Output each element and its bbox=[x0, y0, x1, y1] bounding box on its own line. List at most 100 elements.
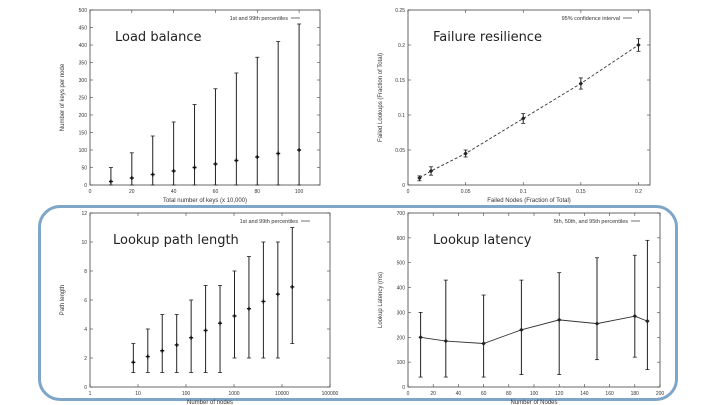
y-tick-label: 2 bbox=[84, 356, 87, 362]
chart-svg: 0 20 40 60 80 100 120 140 160 180 200 0 100 200 300 400… bbox=[378, 211, 665, 405]
y-tick-label: 0 bbox=[402, 385, 405, 391]
data-point bbox=[145, 354, 150, 359]
data-point bbox=[213, 162, 218, 166]
y-tick-label: 0.1 bbox=[398, 113, 405, 119]
x-axis-label: Total number of keys (x 10,000) bbox=[163, 198, 247, 204]
data-point bbox=[578, 81, 584, 86]
chart-lookup-path-length: 1 10 100 1000 10000 100000 0 2 4 6 8 10 12 Number of … bbox=[0, 205, 340, 405]
x-tick-label: 20 bbox=[430, 391, 436, 397]
y-tick-label: 0.15 bbox=[395, 78, 405, 84]
y-tick-label: 200 bbox=[79, 113, 88, 119]
chart-svg: 1 10 100 1000 10000 100000 0 2 4 6 8 10 12 Number of … bbox=[60, 211, 339, 405]
data-point bbox=[594, 321, 600, 326]
data-point bbox=[189, 335, 194, 340]
x-tick-label: 0 bbox=[407, 189, 410, 195]
x-tick-label: 100 bbox=[295, 189, 304, 195]
data-point bbox=[255, 155, 260, 159]
y-axis-label: Lookup Latency (ms) bbox=[378, 272, 384, 328]
data-point bbox=[418, 335, 423, 340]
x-tick-label: 1000 bbox=[228, 391, 239, 397]
data-point bbox=[131, 360, 136, 365]
x-tick-label: 180 bbox=[631, 391, 640, 397]
data-point bbox=[171, 169, 176, 173]
legend-label: 5th, 50th, and 95th percentiles bbox=[554, 219, 628, 225]
data-point bbox=[428, 168, 434, 174]
data-point bbox=[463, 151, 468, 156]
data-point bbox=[417, 175, 422, 181]
x-tick-label: 100 bbox=[530, 391, 539, 397]
y-tick-label: 200 bbox=[397, 335, 406, 341]
x-tick-label: 100000 bbox=[322, 391, 339, 397]
y-tick-label: 4 bbox=[84, 327, 87, 333]
data-point bbox=[481, 341, 486, 346]
y-tick-label: 10 bbox=[81, 240, 87, 246]
y-tick-label: 300 bbox=[397, 310, 406, 316]
plot-frame bbox=[407, 9, 651, 186]
y-tick-label: 700 bbox=[397, 211, 406, 217]
y-tick-label: 0 bbox=[84, 385, 87, 391]
chart-title: Lookup latency bbox=[433, 233, 532, 248]
y-tick-label: 50 bbox=[81, 166, 87, 172]
data-point bbox=[290, 284, 295, 289]
chart-svg: 0 0.05 0.1 0.15 0.2 0 0.05 0.1 0.15 0.2 0.25 Failed… bbox=[378, 8, 651, 204]
y-tick-label: 450 bbox=[79, 26, 88, 32]
x-tick-label: 40 bbox=[456, 391, 462, 397]
x-tick-label: 0.1 bbox=[520, 189, 527, 195]
y-tick-label: 6 bbox=[84, 298, 87, 304]
data-point bbox=[129, 176, 134, 180]
y-tick-label: 600 bbox=[397, 236, 406, 242]
y-tick-label: 250 bbox=[79, 96, 88, 102]
y-tick-label: 150 bbox=[79, 131, 88, 137]
series-line bbox=[420, 315, 648, 344]
y-tick-label: 0 bbox=[84, 183, 87, 189]
x-tick-label: 120 bbox=[555, 391, 564, 397]
y-tick-label: 0.25 bbox=[395, 8, 405, 14]
x-tick-label: 0 bbox=[89, 189, 92, 195]
y-tick-label: 0 bbox=[402, 183, 405, 189]
data-point bbox=[519, 327, 524, 333]
data-point bbox=[232, 313, 237, 318]
data-point bbox=[645, 318, 650, 324]
x-tick-label: 60 bbox=[213, 189, 219, 195]
y-axis-label: Path length bbox=[60, 285, 66, 315]
y-tick-label: 350 bbox=[79, 61, 88, 67]
data-point bbox=[203, 328, 208, 333]
data-point bbox=[557, 317, 562, 323]
data-point bbox=[275, 292, 280, 297]
data-point bbox=[521, 116, 526, 121]
y-tick-label: 100 bbox=[79, 148, 88, 154]
y-axis-label: Number of keys per node bbox=[60, 63, 66, 131]
x-tick-label: 0.2 bbox=[635, 189, 642, 195]
chart-failure-resilience: 0 0.05 0.1 0.15 0.2 0 0.05 0.1 0.15 0.2 0.25 Failed… bbox=[360, 0, 660, 205]
legend-label: 1st and 99th percentiles bbox=[240, 219, 299, 225]
chart-lookup-latency: 0 20 40 60 80 100 120 140 160 180 200 0 100 200 300 400… bbox=[360, 205, 670, 405]
x-tick-label: 10 bbox=[135, 391, 141, 397]
legend-label: 1st and 99th percentiles bbox=[230, 16, 289, 22]
x-tick-label: 0.05 bbox=[461, 189, 471, 195]
series-line bbox=[419, 44, 639, 179]
y-tick-label: 0.2 bbox=[398, 43, 405, 49]
y-tick-label: 300 bbox=[79, 78, 88, 84]
x-tick-label: 20 bbox=[129, 189, 135, 195]
y-tick-label: 400 bbox=[397, 286, 406, 292]
highlight-frame bbox=[38, 205, 678, 401]
data-point bbox=[108, 179, 113, 184]
y-tick-label: 500 bbox=[79, 8, 88, 14]
data-point bbox=[192, 165, 197, 170]
x-tick-label: 100 bbox=[182, 391, 191, 397]
x-tick-label: 1 bbox=[89, 391, 92, 397]
data-point bbox=[276, 151, 281, 156]
x-tick-label: 10000 bbox=[275, 391, 289, 397]
y-tick-label: 0.05 bbox=[395, 148, 405, 154]
data-point bbox=[297, 148, 302, 152]
data-point bbox=[234, 158, 239, 163]
x-tick-label: 80 bbox=[506, 391, 512, 397]
chart-title: Failure resilience bbox=[433, 30, 542, 45]
x-axis-label: Number of Nodes bbox=[510, 400, 557, 405]
x-tick-label: 140 bbox=[580, 391, 589, 397]
data-point bbox=[218, 321, 223, 326]
chart-load-balance: 0 20 40 60 80 100 0 50 100 150 200 250 300 350 400 450 5… bbox=[0, 0, 330, 205]
chart-title: Lookup path length bbox=[113, 233, 239, 248]
y-tick-label: 12 bbox=[81, 211, 87, 217]
x-tick-label: 200 bbox=[656, 391, 665, 397]
